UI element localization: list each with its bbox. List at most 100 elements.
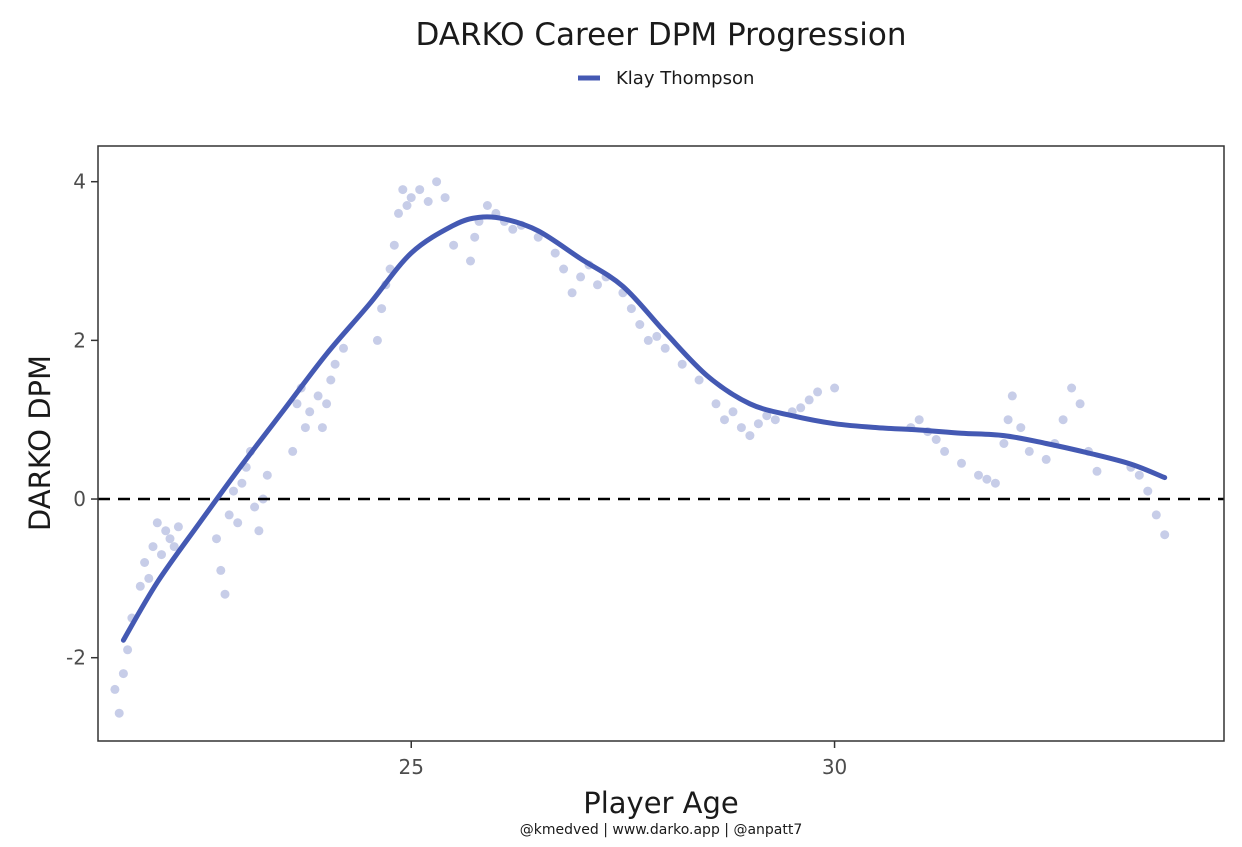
smooth-trend-line: [120, 214, 1168, 643]
data-point: [1067, 383, 1077, 393]
plot-area: [97, 145, 1225, 742]
data-point: [118, 669, 128, 679]
data-point: [736, 423, 746, 433]
data-point: [237, 478, 247, 488]
chart-caption: @kmedved | www.darko.app | @anpatt7: [520, 822, 803, 838]
data-point: [173, 522, 183, 532]
data-point: [694, 375, 704, 385]
data-point: [212, 534, 221, 544]
data-point: [389, 240, 399, 250]
data-point: [432, 177, 442, 187]
plot-frame: [97, 145, 1225, 742]
data-point: [762, 411, 772, 421]
data-point: [169, 542, 179, 552]
data-point: [1007, 391, 1017, 401]
data-point: [940, 446, 950, 456]
data-point: [406, 193, 416, 203]
data-point: [250, 502, 260, 512]
data-point: [1041, 454, 1051, 464]
data-point: [114, 708, 124, 718]
data-point: [292, 399, 302, 409]
data-point: [550, 248, 560, 258]
data-point: [254, 526, 264, 536]
data-point: [152, 518, 162, 528]
y-axis-title: DARKO DPM: [23, 355, 57, 531]
data-point: [593, 280, 602, 290]
data-point: [220, 589, 230, 599]
data-point: [559, 264, 569, 274]
data-point: [313, 391, 323, 401]
legend: Klay Thompson: [578, 68, 754, 89]
data-point: [626, 304, 636, 314]
x-tick-label: 25: [399, 755, 424, 779]
x-axis: 25 30: [399, 741, 847, 779]
data-point: [745, 431, 755, 441]
data-point: [974, 470, 983, 480]
data-point: [470, 232, 480, 242]
data-point: [398, 185, 408, 195]
data-point: [372, 335, 382, 345]
data-points: [110, 177, 1170, 718]
data-point: [796, 403, 806, 413]
y-tick-label: -2: [66, 646, 86, 670]
data-point: [576, 272, 586, 282]
data-point: [262, 470, 272, 480]
data-point: [914, 415, 924, 425]
data-point: [216, 565, 226, 575]
data-point: [377, 304, 387, 314]
data-point: [1092, 466, 1102, 476]
data-point: [288, 446, 298, 456]
data-point: [567, 288, 577, 298]
data-point: [830, 383, 840, 393]
data-point: [466, 256, 475, 266]
data-point: [165, 534, 175, 544]
data-point: [1075, 399, 1085, 409]
data-point: [229, 486, 238, 496]
data-point: [1160, 530, 1170, 540]
data-point: [148, 542, 158, 552]
data-point: [1058, 415, 1068, 425]
data-point: [813, 387, 823, 397]
data-point: [660, 343, 670, 353]
data-point: [305, 407, 315, 417]
data-point: [161, 526, 171, 536]
chart-title: DARKO Career DPM Progression: [415, 17, 906, 53]
data-point: [482, 201, 492, 210]
data-point: [753, 419, 763, 429]
data-point: [635, 320, 645, 329]
data-point: [326, 375, 336, 385]
data-point: [1134, 470, 1144, 480]
data-point: [123, 645, 133, 655]
y-tick-label: 2: [73, 328, 86, 352]
data-point: [110, 684, 120, 694]
data-point: [711, 399, 721, 409]
data-point: [440, 193, 450, 203]
x-axis-title: Player Age: [583, 786, 739, 820]
data-point: [957, 458, 966, 468]
data-point: [990, 478, 1000, 488]
data-point: [652, 331, 662, 341]
data-point: [1024, 446, 1034, 456]
data-point: [1151, 510, 1161, 520]
data-point: [394, 208, 403, 218]
data-point: [770, 415, 780, 425]
data-point: [449, 240, 459, 250]
y-axis: -2 0 2 4: [66, 170, 98, 670]
data-point: [144, 573, 154, 583]
data-point: [1143, 486, 1153, 496]
data-point: [140, 558, 150, 567]
data-point: [931, 435, 941, 444]
legend-label: Klay Thompson: [616, 68, 754, 89]
data-point: [233, 518, 243, 528]
data-point: [322, 399, 332, 409]
data-point: [999, 439, 1009, 448]
data-point: [317, 423, 327, 433]
data-point: [415, 185, 425, 195]
data-point: [300, 423, 310, 433]
data-point: [1003, 415, 1013, 425]
x-tick-label: 30: [822, 755, 847, 779]
data-point: [157, 550, 166, 560]
data-point: [728, 407, 738, 417]
data-point: [330, 359, 340, 369]
